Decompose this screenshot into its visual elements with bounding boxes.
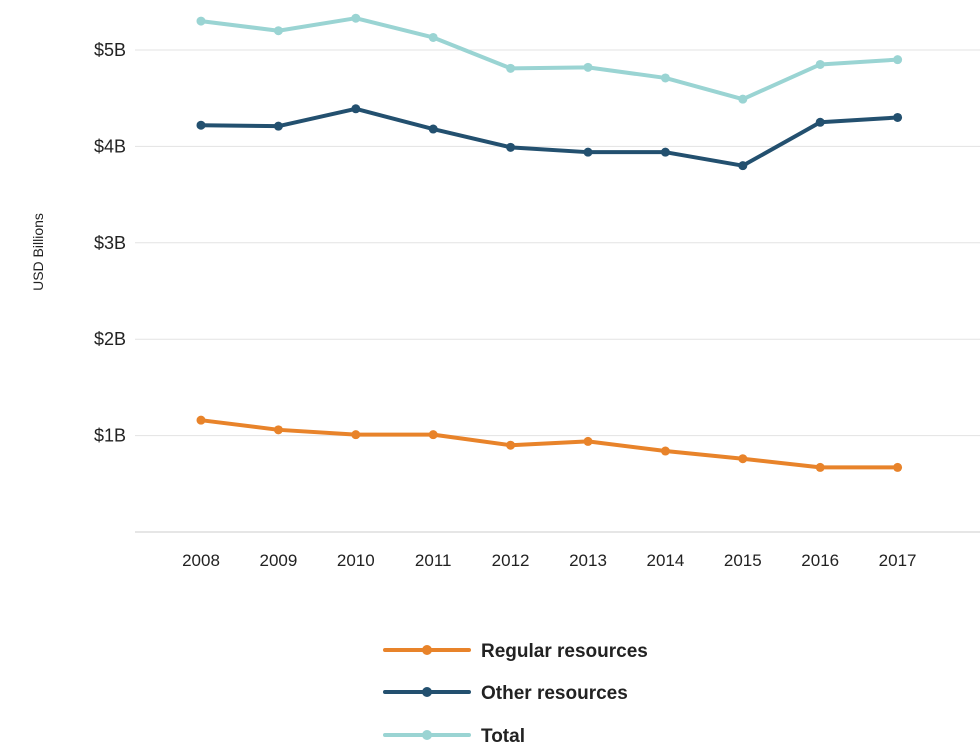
data-point (738, 454, 748, 464)
data-point (273, 26, 283, 36)
y-axis: $1B $2B $3B $4B $5B (94, 40, 126, 446)
data-point (893, 112, 903, 122)
data-point (893, 462, 903, 472)
x-tick-label: 2011 (415, 551, 452, 570)
series-group (196, 13, 903, 472)
x-tick-label: 2008 (182, 551, 220, 570)
data-point (273, 425, 283, 435)
legend-label: Other resources (481, 683, 628, 704)
legend-label: Total (481, 726, 525, 745)
x-tick-label: 2012 (492, 551, 530, 570)
data-point (583, 147, 593, 157)
x-axis: 2008 2009 2010 2011 2012 2013 2014 2015 2016 2017 (182, 551, 916, 570)
x-tick-label: 2010 (337, 551, 375, 570)
x-tick-label: 2015 (724, 551, 762, 570)
data-point (428, 430, 438, 440)
data-point (506, 440, 516, 450)
data-point (351, 104, 361, 114)
data-point (428, 32, 438, 42)
series-line (199, 106, 900, 168)
data-point (196, 16, 206, 26)
y-tick-label: $5B (94, 40, 126, 60)
y-tick-label: $2B (94, 329, 126, 349)
legend-item: Regular resources (383, 641, 648, 662)
x-tick-label: 2016 (801, 551, 839, 570)
legend-item: Other resources (383, 683, 628, 704)
x-tick-label: 2017 (879, 551, 917, 570)
data-point (273, 121, 283, 131)
data-point (893, 55, 903, 65)
data-point (196, 415, 206, 425)
y-axis-title: USD Billions (30, 213, 46, 291)
legend-swatch-marker (422, 730, 432, 740)
y-tick-label: $4B (94, 136, 126, 156)
series-regular-resources (196, 415, 903, 472)
series-other-resources (196, 104, 903, 171)
x-tick-label: 2013 (569, 551, 607, 570)
series-total (196, 13, 903, 104)
x-tick-label: 2009 (259, 551, 297, 570)
data-point (815, 117, 825, 127)
data-point (738, 161, 748, 171)
data-point (351, 13, 361, 23)
data-point (660, 147, 670, 157)
data-point (506, 142, 516, 152)
x-tick-label: 2014 (646, 551, 684, 570)
data-point (351, 430, 361, 440)
data-point (660, 446, 670, 456)
legend-item: Total (383, 726, 525, 745)
legend-swatch-marker (422, 645, 432, 655)
gridlines (135, 49, 980, 533)
legend: Regular resources Other resources Total (383, 641, 648, 745)
y-tick-label: $3B (94, 233, 126, 253)
data-point (815, 59, 825, 69)
data-point (583, 436, 593, 446)
data-point (196, 120, 206, 130)
y-tick-label: $1B (94, 426, 126, 446)
legend-label: Regular resources (481, 641, 648, 662)
data-point (738, 94, 748, 104)
series-line (199, 418, 900, 470)
data-point (660, 73, 670, 83)
data-point (815, 462, 825, 472)
data-point (583, 62, 593, 72)
data-point (506, 63, 516, 73)
series-line (199, 16, 900, 102)
legend-swatch-marker (422, 687, 432, 697)
data-point (428, 124, 438, 134)
